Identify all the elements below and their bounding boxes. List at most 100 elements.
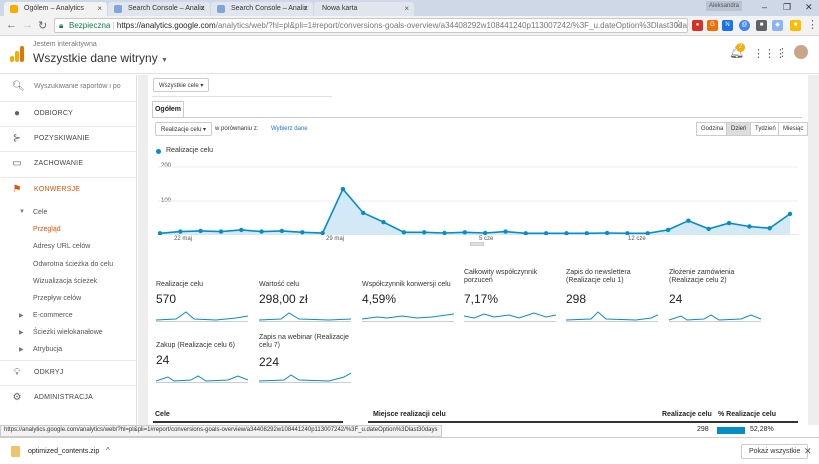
download-filename[interactable]: optimized_contents.zip	[28, 448, 100, 455]
chart-point[interactable]	[767, 226, 772, 231]
chart-point[interactable]	[523, 231, 528, 235]
chart-point[interactable]	[158, 231, 163, 235]
period-week-button[interactable]: Tydzień	[750, 122, 781, 136]
chart-point[interactable]	[300, 230, 305, 235]
browser-tab-new[interactable]: Nowa karta ×	[314, 2, 414, 16]
chart-point[interactable]	[645, 231, 650, 235]
close-tab-icon[interactable]: ×	[97, 4, 102, 13]
metric-card[interactable]: Współczynnik konwersji celu 4,59%	[362, 281, 457, 325]
chart-point[interactable]	[239, 227, 244, 233]
maximize-icon[interactable]: ❐	[783, 2, 792, 12]
browser-tab-analytics[interactable]: Ogólem – Analytics ×	[4, 2, 107, 16]
more-options-icon[interactable]: ⋮	[777, 47, 788, 59]
sidebar-item-behavior[interactable]: ▭ ZACHOWANIE	[0, 151, 137, 175]
tab-overview[interactable]: Ogółem	[152, 101, 184, 117]
sidebar-item-goal-flow[interactable]: Przepływ celów	[0, 291, 137, 307]
sidebar-item-attribution[interactable]: ▶ Atrybucja	[0, 342, 137, 358]
pick-metric-link[interactable]: Wybierz dane	[271, 126, 308, 132]
search-input[interactable]: Wyszukiwanie raportów i po	[34, 83, 121, 90]
period-day-button[interactable]: Dzień	[726, 122, 752, 136]
reload-icon[interactable]: ↻	[38, 20, 48, 32]
chart-point[interactable]	[462, 230, 467, 235]
chart-point[interactable]	[361, 210, 366, 216]
extension-icon[interactable]: @	[739, 20, 750, 31]
chart-point[interactable]	[686, 218, 691, 223]
extension-icon[interactable]: ◆	[772, 20, 783, 31]
chart-point[interactable]	[706, 226, 711, 232]
chart-point[interactable]	[340, 186, 346, 192]
chart-point[interactable]	[665, 227, 671, 233]
show-all-downloads-button[interactable]: Pokaż wszystkie	[741, 444, 809, 459]
chart-point[interactable]	[503, 229, 508, 234]
sidebar-item-conversions[interactable]: ⚑ KONWERSJE	[0, 177, 137, 201]
chart-resize-handle[interactable]	[470, 242, 484, 246]
chart-point[interactable]	[259, 229, 264, 234]
chart-point[interactable]	[198, 228, 203, 234]
metric-card[interactable]: Zapis na webinar (Realizacje celu 7) 224	[259, 334, 354, 383]
chart-point[interactable]	[625, 231, 630, 235]
sidebar-item-goal-urls[interactable]: Adresy URL celów	[0, 239, 137, 255]
report-search[interactable]: 🔍︎ Wyszukiwanie raportów i po	[0, 75, 137, 99]
chart-point[interactable]	[422, 230, 427, 235]
extension-icon[interactable]: ■	[790, 20, 801, 31]
chart-point[interactable]	[604, 230, 610, 235]
chart-point[interactable]	[178, 229, 183, 234]
metric-card[interactable]: Złożenie zamówienia (Realizacje celu 2) …	[669, 269, 764, 322]
chart-point[interactable]	[442, 230, 447, 235]
metric-card[interactable]: Zapis do newslettera (Realizacje celu 1)…	[566, 269, 661, 322]
chart-point[interactable]	[543, 231, 549, 235]
extension-icon[interactable]: G	[707, 20, 718, 31]
line-chart[interactable]	[158, 155, 798, 235]
chrome-menu-icon[interactable]: ⋮	[807, 19, 818, 31]
minimize-icon[interactable]: –	[762, 2, 768, 12]
avatar[interactable]	[794, 45, 808, 59]
metric-card[interactable]: Całkowity współczynnik porzuceń 7,17%	[464, 269, 559, 322]
sidebar-item-overview[interactable]: Przegląd	[0, 222, 137, 238]
period-month-button[interactable]: Miesiąc	[778, 122, 809, 136]
sidebar-item-multichannel[interactable]: ▶ Ścieżki wielokanałowe	[0, 325, 137, 341]
close-tab-icon[interactable]: ×	[303, 4, 308, 13]
forward-icon[interactable]: →	[22, 19, 33, 31]
chart-point[interactable]	[279, 228, 285, 234]
back-icon[interactable]: ←	[6, 19, 17, 31]
chart-point[interactable]	[320, 230, 325, 235]
goal-filter-dropdown[interactable]: Wszystkie cele ▾	[153, 78, 210, 92]
metric-card[interactable]: Realizacje celu 570	[156, 281, 251, 325]
metric-card[interactable]: Zakup (Realizacje celu 6) 24	[156, 342, 251, 386]
address-bar[interactable]: 🔒︎ Bezpieczna | https://analytics.google…	[54, 18, 688, 33]
chart-point[interactable]	[483, 230, 488, 235]
chart-point[interactable]	[218, 229, 224, 234]
apps-grid-icon[interactable]: ⋮⋮⋮	[753, 48, 786, 60]
extension-icon[interactable]: N	[722, 20, 733, 31]
chart-point[interactable]	[787, 211, 793, 217]
sidebar-item-goals[interactable]: ▼ Cele	[0, 205, 137, 221]
sidebar-item-acquisition[interactable]: ⊱ POZYSKIWANIE	[0, 126, 137, 150]
chart-point[interactable]	[747, 224, 752, 229]
extension-icon[interactable]: ■	[756, 20, 767, 31]
chart-point[interactable]	[401, 230, 407, 235]
metric-card[interactable]: Wartość celu 298,00 zł	[259, 281, 354, 325]
close-icon[interactable]: ✕	[804, 446, 812, 456]
bookmark-star-icon[interactable]: ☆	[674, 19, 683, 30]
extension-icon[interactable]: ●	[692, 20, 703, 31]
sidebar-item-reverse-goal-path[interactable]: Odwrotna ścieżka do celu	[0, 257, 137, 273]
sidebar-item-admin[interactable]: ⚙ ADMINISTRACJA	[0, 385, 137, 409]
close-tab-icon[interactable]: ×	[404, 4, 409, 13]
close-window-icon[interactable]: ✕	[805, 2, 813, 12]
browser-tab-search-console-1[interactable]: Search Console – Analiz ×	[108, 2, 210, 16]
metric-dropdown[interactable]: Realizacje celu ▾	[155, 122, 213, 136]
sidebar-item-ecommerce[interactable]: ▶ E-commerce	[0, 308, 137, 324]
chart-point[interactable]	[726, 220, 732, 226]
browser-tab-search-console-2[interactable]: Search Console – Analiz ×	[211, 2, 313, 16]
period-hour-button[interactable]: Godzina	[696, 122, 729, 136]
chevron-up-icon[interactable]: ^	[106, 446, 110, 455]
analytics-logo-icon[interactable]	[10, 46, 24, 62]
chart-point[interactable]	[381, 219, 386, 225]
property-selector[interactable]: Wszystkie dane witryny ▼	[33, 51, 168, 65]
browser-user-badge[interactable]: Aleksandra	[706, 1, 742, 11]
chart-point[interactable]	[584, 231, 589, 235]
sidebar-item-funnel[interactable]: Wizualizacja ścieżek	[0, 274, 137, 290]
close-tab-icon[interactable]: ×	[200, 4, 205, 13]
chart-point[interactable]	[564, 231, 569, 235]
sidebar-item-discover[interactable]: 💡︎ ODKRYJ	[0, 360, 137, 384]
